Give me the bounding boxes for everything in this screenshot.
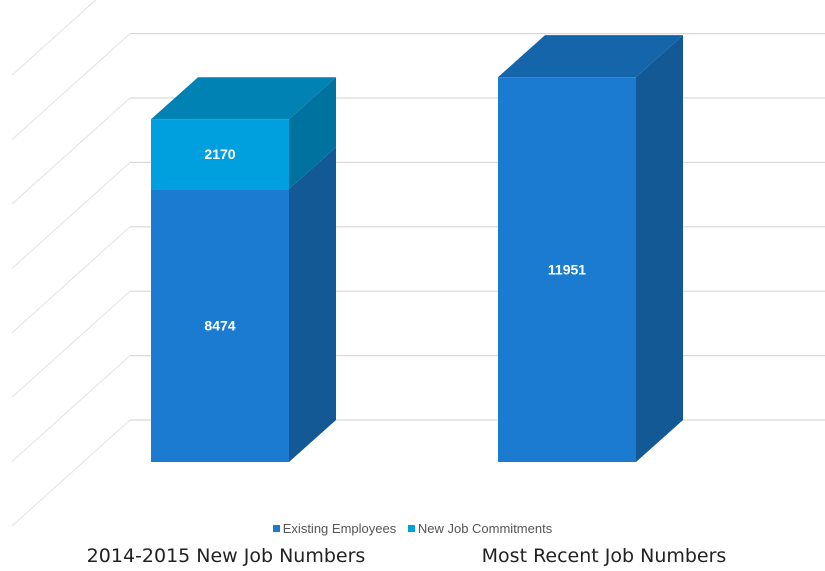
category-label-most-recent: Most Recent Job Numbers <box>481 545 727 567</box>
gridline-diagonal <box>11 33 131 141</box>
legend-swatch-existing-employees <box>272 525 280 532</box>
chart-bars <box>151 35 683 463</box>
legend-swatch-new-job-commitments <box>407 525 415 532</box>
bar-front-0-1 <box>151 119 289 190</box>
gridline-diagonal <box>11 355 131 463</box>
gridline-diagonal <box>11 419 131 527</box>
bar-side-0-0 <box>289 147 336 462</box>
bar-front-0-0 <box>151 189 289 462</box>
bar-value-label-1-0: 11951 <box>548 262 586 278</box>
category-label-2014-2015: 2014-2015 New Job Numbers <box>86 545 366 567</box>
bar-value-label-0-0: 8474 <box>204 318 235 334</box>
chart-legend: Existing Employees New Job Commitments <box>0 520 825 536</box>
bar-top-0 <box>151 77 336 120</box>
gridline-diagonal <box>11 0 97 76</box>
gridline-diagonal <box>11 290 131 398</box>
bar-value-label-0-1: 2170 <box>204 146 235 162</box>
legend-label-existing-employees: Existing Employees <box>282 521 397 536</box>
chart-data-labels: 8474 2170 11951 <box>204 146 586 333</box>
bar-top-1 <box>498 35 683 78</box>
bar-side-0-1 <box>289 77 336 190</box>
chart-gridlines <box>11 0 825 527</box>
gridline-diagonal <box>11 226 131 334</box>
legend-item-existing-employees: Existing Employees <box>272 521 397 536</box>
bar-front-1-0 <box>498 77 636 463</box>
legend-item-new-job-commitments: New Job Commitments <box>407 521 553 536</box>
gridline-diagonal <box>11 161 131 269</box>
legend-label-new-job-commitments: New Job Commitments <box>417 521 553 536</box>
bar-side-1-0 <box>636 35 683 463</box>
gridline-diagonal <box>11 97 131 205</box>
